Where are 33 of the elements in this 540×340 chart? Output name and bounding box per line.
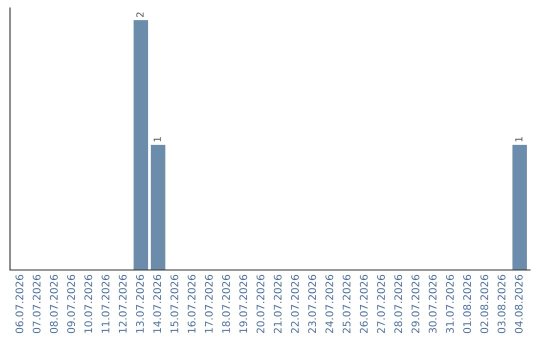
data-label: 2 xyxy=(136,12,144,17)
x-tick-label: 15.07.2026 xyxy=(170,274,178,333)
x-tick-label: 19.07.2026 xyxy=(239,274,248,333)
x-tick-label: 02.08.2026 xyxy=(480,274,488,334)
x-tick-label: 21.07.2026 xyxy=(274,274,282,334)
x-tick-label: 18.07.2026 xyxy=(222,274,230,333)
x-tick-label: 01.08.2026 xyxy=(463,274,472,334)
x-tick-label: 14.07.2026 xyxy=(153,274,162,333)
x-tick-label: 25.07.2026 xyxy=(342,274,351,334)
x-tick-label: 22.07.2026 xyxy=(290,274,299,334)
x-tick-label: 04.08.2026 xyxy=(514,274,523,334)
x-tick-label: 20.07.2026 xyxy=(256,274,264,334)
data-label: 1 xyxy=(515,137,522,142)
x-tick-label: 07.07.2026 xyxy=(32,274,41,334)
x-tick-label: 30.07.2026 xyxy=(428,274,437,334)
x-tick-label: 31.07.2026 xyxy=(446,274,454,334)
x-tick-label: 10.07.2026 xyxy=(84,274,92,333)
x-tick-label: 08.07.2026 xyxy=(50,274,58,334)
x-tick-label: 06.07.2026 xyxy=(15,274,24,334)
x-tick-label: 03.08.2026 xyxy=(498,274,506,334)
x-tick-label: 16.07.2026 xyxy=(188,274,196,333)
x-tick-label: 12.07.2026 xyxy=(118,274,127,333)
data-label: 1 xyxy=(154,137,161,142)
x-tick-label: 09.07.2026 xyxy=(67,274,76,334)
x-tick-label: 27.07.2026 xyxy=(377,274,385,334)
x-tick-label: 17.07.2026 xyxy=(204,274,213,333)
x-tick-label: 23.07.2026 xyxy=(308,274,316,334)
x-tick-label: 24.07.2026 xyxy=(325,274,334,334)
x-tick-label: 26.07.2026 xyxy=(360,274,368,334)
x-tick-label: 11.07.2026 xyxy=(102,274,110,333)
x-tick-label: 28.07.2026 xyxy=(394,274,402,334)
x-tick-label: 29.07.2026 xyxy=(412,274,420,334)
x-tick-label: 13.07.2026 xyxy=(136,274,144,333)
